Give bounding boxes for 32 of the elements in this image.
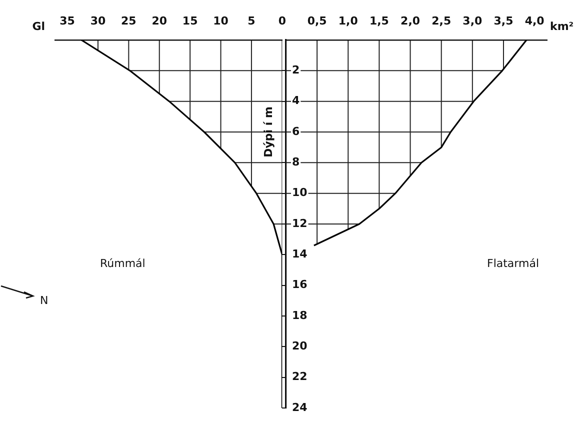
y-tick-label: 8 — [292, 156, 300, 169]
x-tick-label: 0,5 — [307, 14, 327, 28]
y-tick-label: 24 — [292, 400, 308, 414]
y-tick-label: 16 — [292, 278, 308, 292]
x-tick-label: 2,0 — [400, 14, 420, 28]
x-tick-label: 4,0 — [524, 14, 545, 28]
x-axis-title: km² — [550, 20, 574, 33]
y-tick-label: 22 — [292, 370, 308, 384]
annotation: Flatarmál — [487, 257, 540, 270]
y-tick-label: 12 — [292, 216, 308, 230]
x-tick-label: 3,5 — [494, 14, 514, 28]
x-tick-label: 5 — [248, 14, 256, 28]
y-tick-label: 18 — [292, 308, 308, 322]
x-axis-title: Gl — [32, 20, 45, 33]
x-tick-label: 2,5 — [432, 14, 452, 28]
y-tick-label: 2 — [292, 64, 300, 77]
y-tick-label: 20 — [292, 340, 308, 353]
x-tick-label: 15 — [182, 14, 198, 28]
x-tick-label: 25 — [121, 14, 136, 28]
y-tick-label: 6 — [292, 124, 300, 138]
x-tick-label: 1,5 — [369, 14, 389, 28]
y-tick-label: 14 — [292, 248, 308, 261]
x-tick-label: 20 — [152, 14, 168, 28]
x-tick-label: 10 — [213, 14, 229, 28]
y-tick-label: 4 — [292, 94, 300, 108]
x-tick-label: 35 — [60, 14, 75, 28]
x-tick-label: 0 — [278, 14, 286, 28]
text: N — [40, 294, 48, 307]
y-tick-label: 10 — [292, 186, 308, 200]
x-tick-label: 30 — [90, 14, 106, 28]
x-tick-label: 1,0 — [338, 14, 358, 28]
x-tick-label: 3,0 — [462, 14, 483, 28]
